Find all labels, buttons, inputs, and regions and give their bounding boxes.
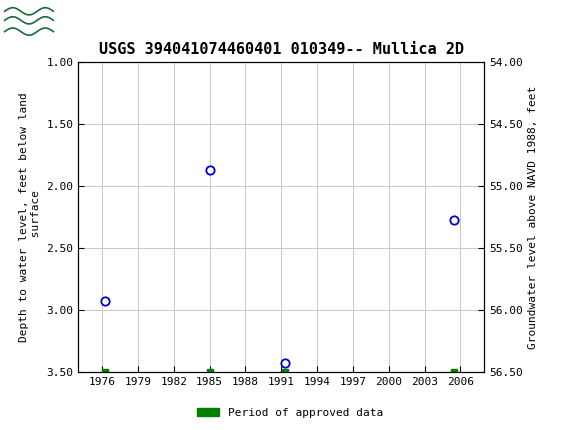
Y-axis label: Depth to water level, feet below land
 surface: Depth to water level, feet below land su…: [19, 92, 41, 342]
Bar: [3, 3, 55, 42]
Text: USGS: USGS: [64, 12, 128, 33]
Legend: Period of approved data: Period of approved data: [193, 403, 387, 422]
Title: USGS 394041074460401 010349-- Mullica 2D: USGS 394041074460401 010349-- Mullica 2D: [99, 42, 464, 57]
Y-axis label: Groundwater level above NAVD 1988, feet: Groundwater level above NAVD 1988, feet: [528, 86, 538, 349]
